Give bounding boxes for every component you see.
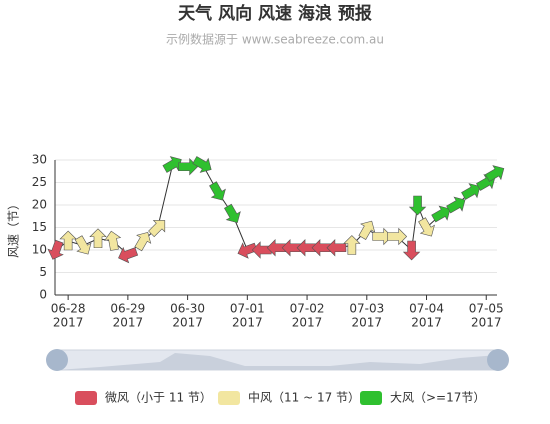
x-tick-year: 2017 — [113, 316, 144, 330]
x-tick-year: 2017 — [411, 316, 442, 330]
x-tick-year: 2017 — [292, 316, 323, 330]
wind-line — [55, 163, 496, 256]
wind-arrow — [408, 195, 427, 216]
legend-swatch — [75, 391, 97, 405]
wind-arrow — [402, 240, 421, 261]
wind-arrow — [104, 230, 122, 251]
y-tick-label: 30 — [32, 153, 47, 167]
x-tick-year: 2017 — [53, 316, 84, 330]
y-tick-label: 25 — [32, 175, 47, 189]
wind-arrow — [326, 239, 347, 257]
legend-label: 大风（>=17节） — [390, 391, 485, 405]
y-tick-label: 15 — [32, 220, 47, 234]
x-tick-label: 06-30 — [170, 302, 205, 316]
wind-arrow — [224, 203, 241, 224]
wind-arrow — [311, 239, 332, 257]
x-tick-label: 07-03 — [349, 302, 384, 316]
wind-arrow — [89, 228, 107, 249]
wind-arrow — [134, 231, 152, 252]
zoom-handle[interactable] — [487, 349, 509, 371]
x-tick-label: 06-29 — [110, 302, 145, 316]
wind-arrow — [418, 217, 435, 237]
wind-arrow — [266, 239, 287, 257]
x-tick-year: 2017 — [471, 316, 502, 330]
wind-arrow — [74, 235, 92, 255]
x-tick-year: 2017 — [232, 316, 263, 330]
y-tick-label: 20 — [32, 198, 47, 212]
wind-arrow — [358, 220, 376, 240]
wind-arrow — [209, 181, 226, 201]
chart-subtitle: 示例数据源于 www.seabreeze.com.au — [166, 32, 384, 47]
chart-title: 天气 风向 风速 海浪 预报 — [178, 3, 372, 24]
x-tick-label: 07-05 — [469, 302, 504, 316]
legend-swatch — [218, 391, 240, 405]
wind-arrow — [59, 230, 77, 251]
wind-arrow — [461, 183, 481, 200]
data-zoom[interactable] — [46, 349, 509, 371]
zoom-shadow — [57, 353, 498, 370]
wind-arrow — [47, 239, 64, 260]
x-tick-label: 07-01 — [230, 302, 265, 316]
x-tick-label: 06-28 — [51, 302, 86, 316]
legend-swatch — [360, 391, 382, 405]
legend-label: 中风（11 ~ 17 节） — [248, 390, 360, 405]
zoom-handle[interactable] — [46, 349, 68, 371]
wind-arrow — [296, 239, 317, 257]
x-tick-year: 2017 — [172, 316, 203, 330]
wind-arrow — [343, 235, 361, 255]
y-tick-label: 10 — [32, 243, 47, 257]
wind-arrow — [387, 227, 408, 246]
x-tick-year: 2017 — [352, 316, 383, 330]
y-tick-label: 0 — [39, 288, 47, 302]
x-tick-label: 07-04 — [409, 302, 444, 316]
wind-arrow — [237, 242, 258, 259]
wind-arrow — [118, 246, 139, 264]
x-tick-label: 07-02 — [290, 302, 325, 316]
wind-arrow — [485, 165, 505, 182]
y-tick-label: 5 — [39, 265, 47, 279]
wind-arrow — [446, 196, 466, 214]
wind-arrow — [431, 205, 451, 223]
wind-arrow — [281, 239, 302, 257]
legend-label: 微风（小于 11 节） — [105, 391, 212, 405]
y-axis-label: 风速（节） — [7, 198, 21, 258]
wind-arrow — [192, 156, 212, 173]
wind-arrow — [148, 220, 166, 238]
